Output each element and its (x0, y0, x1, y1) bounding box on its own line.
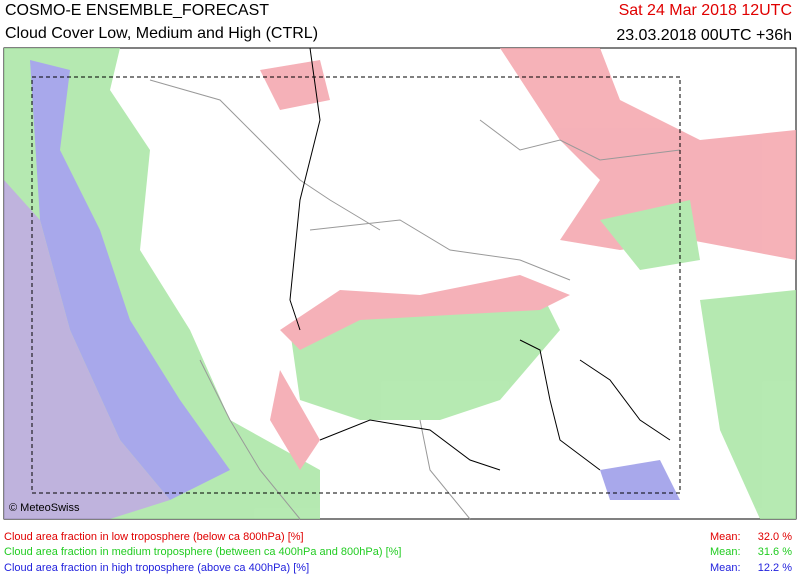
legend-label: Cloud area fraction in high troposphere … (4, 562, 309, 574)
mean-label: Mean: (710, 562, 741, 574)
mean-value: 32.0 % (758, 531, 792, 543)
coastline (289, 47, 321, 331)
border (419, 419, 471, 520)
border (309, 219, 571, 281)
cloud-fields (4, 48, 796, 519)
run: 23.03.2018 00UTC +36h (616, 27, 792, 44)
legend: Cloud area fraction in low troposphere (… (4, 531, 792, 574)
high-cloud (600, 460, 680, 500)
subtitle: Cloud Cover Low, Medium and High (CTRL) (5, 25, 318, 42)
coastlines (289, 47, 671, 471)
mean-value: 31.6 % (758, 546, 792, 558)
mean-label: Mean: (710, 531, 741, 543)
valid-time: Sat 24 Mar 2018 12UTC (619, 2, 792, 19)
border (149, 79, 381, 231)
border (479, 119, 681, 161)
mean-value: 12.2 % (758, 562, 792, 574)
copyright: © MeteoSwiss (9, 502, 80, 514)
title: COSMO-E ENSEMBLE_FORECAST (5, 2, 269, 19)
border (199, 359, 301, 520)
medium-cloud (600, 200, 700, 270)
medium-cloud (290, 290, 560, 420)
high-cloud (4, 180, 170, 519)
borders (149, 79, 681, 520)
map: © MeteoSwiss (3, 47, 797, 520)
mean-label: Mean: (710, 546, 741, 558)
coastline (519, 339, 601, 471)
medium-cloud (700, 290, 796, 519)
coastline (579, 359, 671, 441)
low-cloud (280, 275, 570, 350)
domain-boundary (31, 76, 681, 494)
high-cloud (30, 60, 230, 500)
low-cloud (260, 60, 330, 110)
coastline (319, 419, 501, 471)
low-cloud (270, 370, 320, 470)
legend-label: Cloud area fraction in medium tropospher… (4, 546, 401, 558)
legend-label: Cloud area fraction in low troposphere (… (4, 531, 304, 543)
